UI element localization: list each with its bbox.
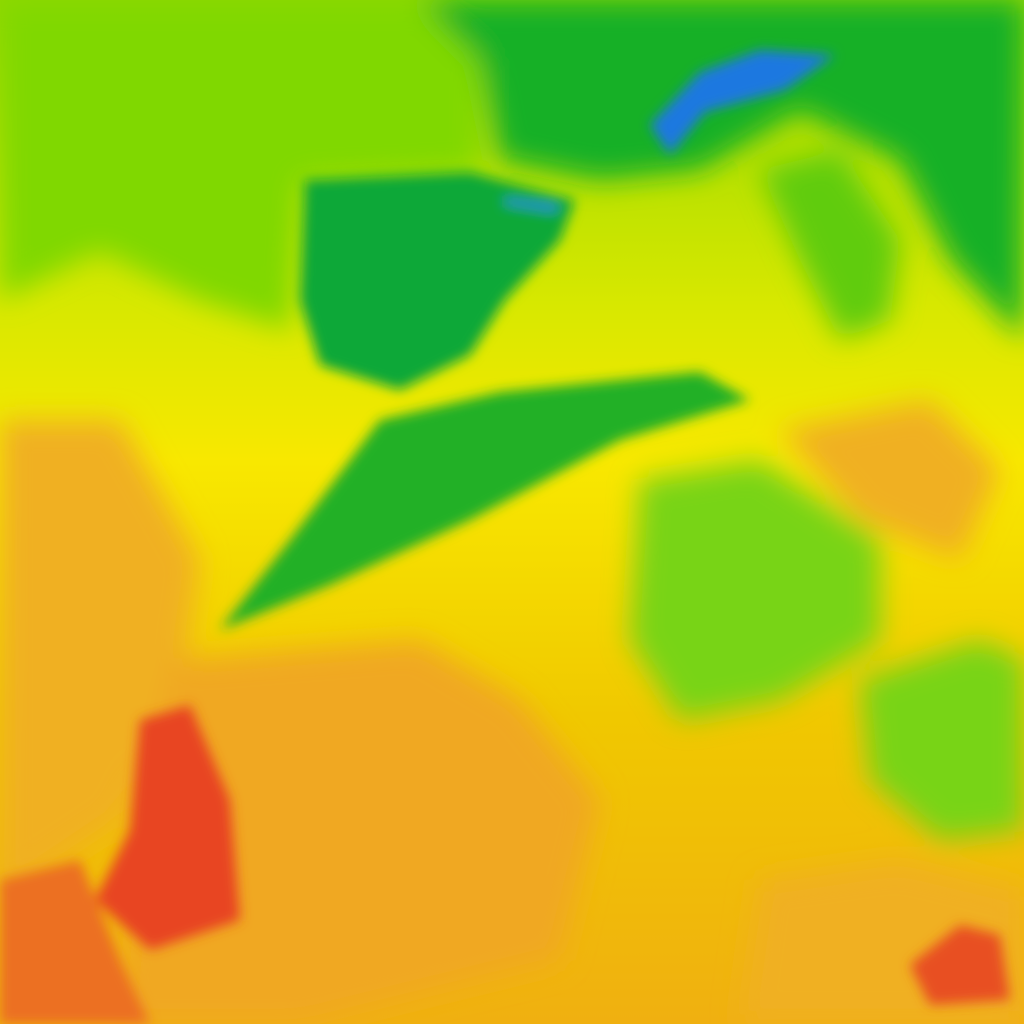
region-north-land [420,0,1024,340]
region-atlas-mountains [220,372,750,630]
region-east-orange [780,400,1000,560]
region-pyrenees-lake [505,198,560,212]
region-iberia [300,172,575,390]
region-sahara-orange [120,640,600,1024]
region-central-green [630,460,880,720]
region-hot-west [95,705,240,950]
region-northwest-ocean [0,0,480,330]
region-hot-southeast [910,925,1010,1005]
region-alps [650,50,835,155]
region-italy [760,150,900,340]
region-southeast-green [860,640,1024,840]
region-west-orange [0,420,200,900]
region-hot-southwest [0,860,150,1024]
